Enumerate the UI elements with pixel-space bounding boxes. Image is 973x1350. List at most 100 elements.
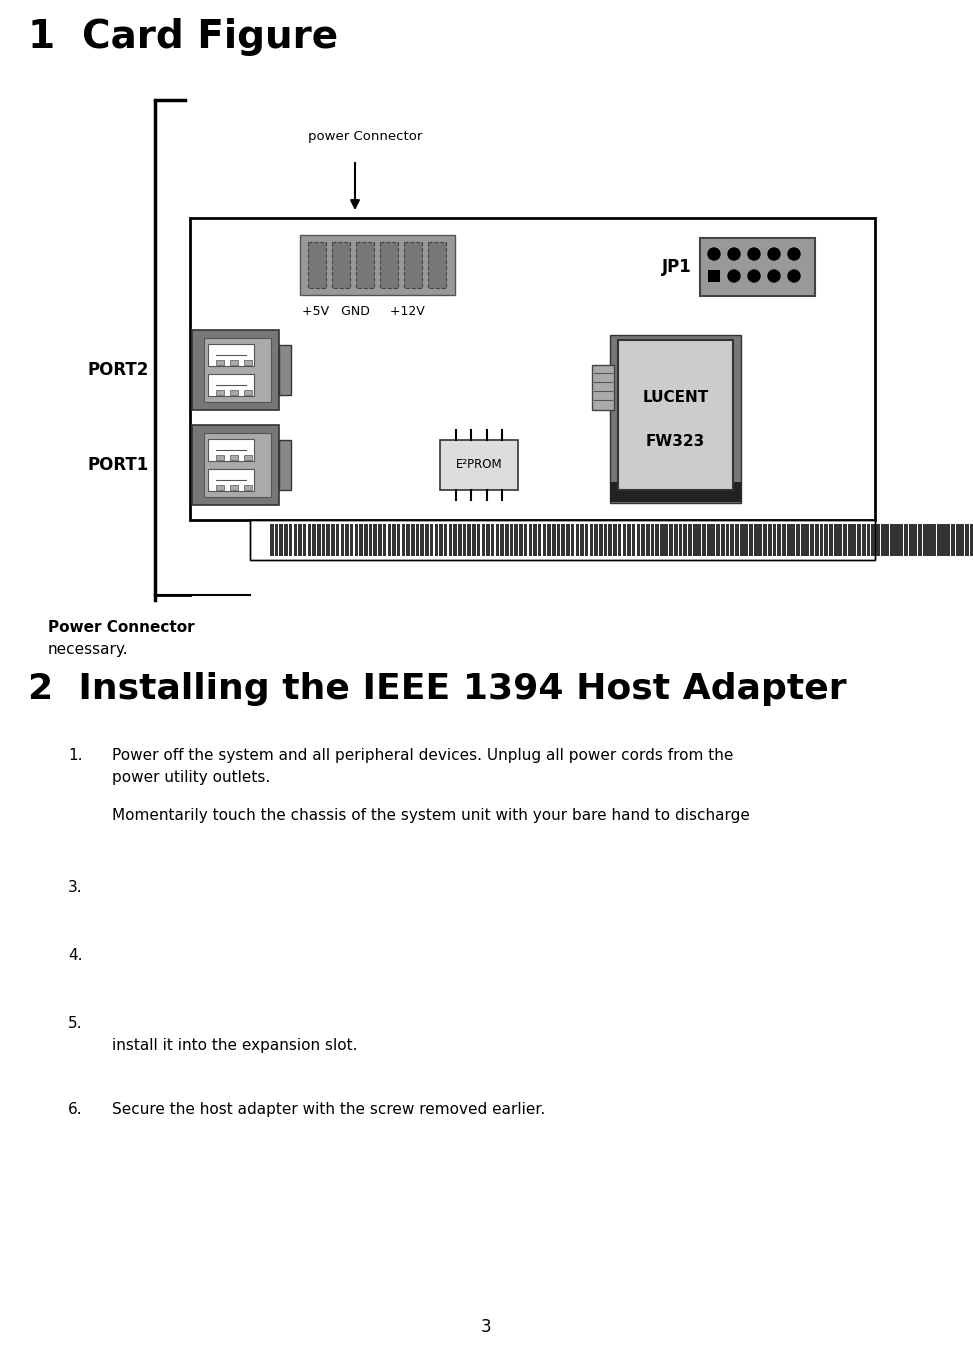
Bar [970, 524, 973, 556]
Bar [359, 524, 363, 556]
Bar [557, 524, 560, 556]
Bar [623, 524, 626, 556]
Bar [829, 524, 832, 556]
Bar [791, 524, 795, 556]
Bar [885, 524, 888, 556]
Bar [230, 455, 238, 460]
Bar [914, 524, 917, 556]
Bar [279, 440, 291, 490]
Circle shape [748, 248, 760, 261]
Bar [646, 524, 650, 556]
Bar [749, 524, 752, 556]
Bar [900, 524, 903, 556]
Bar [665, 524, 667, 556]
Bar [730, 524, 734, 556]
Bar [876, 524, 880, 556]
Bar [505, 524, 509, 556]
Bar [440, 440, 518, 490]
Bar [515, 524, 518, 556]
Bar [590, 524, 594, 556]
Bar [909, 524, 912, 556]
Bar [289, 524, 292, 556]
Bar [312, 524, 316, 556]
Bar [937, 524, 941, 556]
Bar [852, 524, 856, 556]
Bar [679, 524, 682, 556]
Bar [230, 360, 238, 365]
Bar [942, 524, 945, 556]
Bar [872, 524, 875, 556]
Bar [651, 524, 654, 556]
Bar [885, 524, 889, 556]
Bar [566, 524, 569, 556]
Bar [618, 524, 622, 556]
Bar [927, 524, 931, 556]
Bar [439, 524, 443, 556]
Bar [472, 524, 476, 556]
Bar [919, 524, 922, 556]
Bar [284, 524, 288, 556]
Bar [754, 524, 758, 556]
Bar [918, 524, 921, 556]
Bar [636, 524, 640, 556]
Bar [250, 520, 875, 560]
Bar [914, 524, 918, 556]
Bar [744, 524, 748, 556]
Bar [905, 524, 908, 556]
Circle shape [708, 248, 720, 261]
Bar [890, 524, 893, 556]
Bar [862, 524, 865, 556]
Text: 1.: 1. [68, 748, 83, 763]
Text: power utility outlets.: power utility outlets. [112, 769, 270, 784]
Bar [641, 524, 645, 556]
Bar [923, 524, 927, 556]
Bar [721, 524, 725, 556]
Text: Secure the host adapter with the screw removed earlier.: Secure the host adapter with the screw r… [112, 1102, 545, 1116]
Text: PORT1: PORT1 [88, 456, 149, 474]
Bar [397, 524, 401, 556]
Bar [453, 524, 456, 556]
Bar [415, 524, 419, 556]
Bar [834, 524, 838, 556]
Bar [407, 524, 410, 556]
Bar [736, 524, 739, 556]
Bar [665, 524, 668, 556]
Bar [688, 524, 692, 556]
Bar [575, 524, 579, 556]
Bar [843, 524, 847, 556]
Bar [922, 524, 926, 556]
Bar [510, 524, 513, 556]
Bar [777, 524, 780, 556]
Bar [216, 485, 224, 490]
Bar [904, 524, 907, 556]
Bar [698, 524, 701, 556]
Bar [435, 524, 438, 556]
Bar [773, 524, 776, 556]
Bar [716, 524, 720, 556]
Bar [698, 524, 702, 556]
Bar [947, 524, 950, 556]
Bar [777, 524, 781, 556]
Text: PORT2: PORT2 [88, 360, 149, 379]
Bar [937, 524, 941, 556]
Text: install it into the expansion slot.: install it into the expansion slot. [112, 1038, 357, 1053]
Bar [592, 364, 614, 410]
Bar [947, 524, 951, 556]
Bar [270, 524, 273, 556]
Bar [660, 524, 664, 556]
Bar [702, 524, 705, 556]
Bar [428, 242, 446, 288]
Bar [946, 524, 950, 556]
Bar [721, 524, 724, 556]
Bar [420, 524, 424, 556]
Bar [895, 524, 898, 556]
Bar [811, 524, 814, 556]
Bar [815, 524, 818, 556]
Bar [580, 524, 584, 556]
Bar [726, 524, 729, 556]
Text: 6.: 6. [68, 1102, 83, 1116]
Bar [758, 524, 762, 556]
Bar [317, 524, 320, 556]
Bar [928, 524, 931, 556]
Bar [867, 524, 870, 556]
